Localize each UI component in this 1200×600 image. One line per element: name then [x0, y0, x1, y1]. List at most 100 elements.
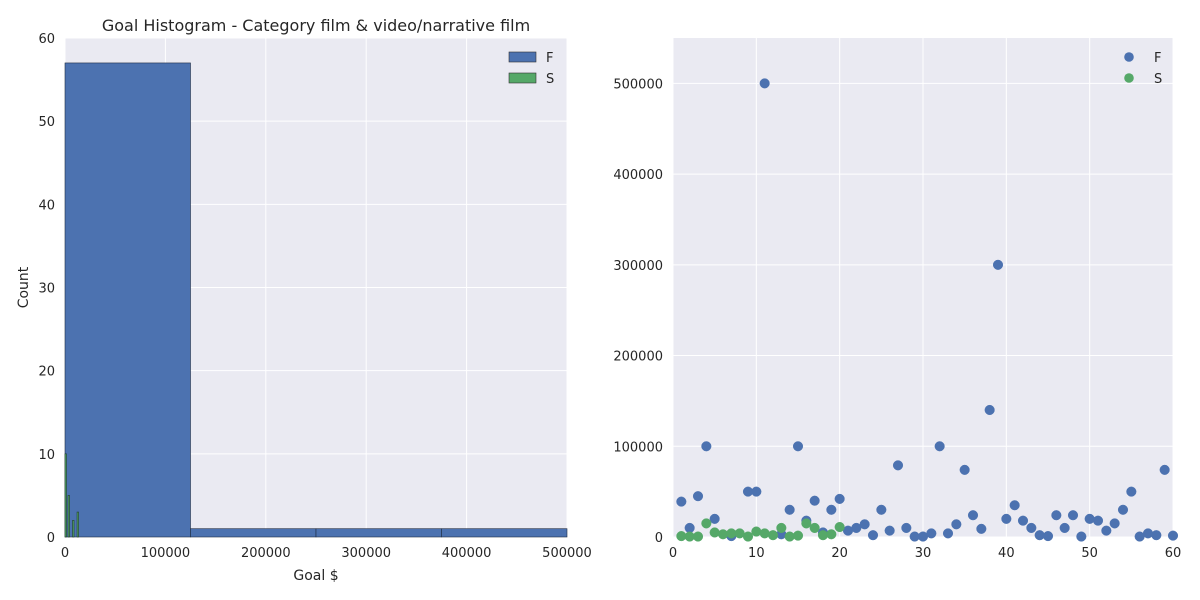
scatter-point-s	[817, 530, 829, 541]
scatter-point-s	[759, 528, 770, 539]
scatter-x-tick-label: 50	[1081, 546, 1098, 561]
scatter-point-f	[892, 460, 904, 471]
scatter-y-tick-label: 200000	[613, 350, 663, 365]
histogram-x-ticks: 0 100000 200000 300000 400000 500000	[61, 546, 592, 561]
scatter-point-f	[701, 441, 712, 452]
scatter-point-f	[1009, 500, 1020, 511]
scatter-point-f	[826, 504, 837, 515]
scatter-point-f	[859, 519, 870, 530]
scatter-points	[676, 78, 1179, 542]
scatter-point-s	[717, 529, 729, 540]
scatter-point-f	[751, 486, 762, 497]
scatter-x-tick-label: 30	[915, 546, 932, 561]
scatter-point-f	[759, 78, 770, 89]
scatter-point-f	[709, 513, 720, 524]
histogram-x-tick-label: 300000	[341, 546, 391, 561]
histogram-bars	[64, 62, 568, 538]
scatter-point-f	[976, 523, 987, 534]
scatter-point-f	[809, 495, 820, 506]
scatter-point-f	[1084, 513, 1095, 524]
histogram-title: Goal Histogram - Category film & video/n…	[102, 16, 530, 35]
scatter-point-s	[809, 522, 820, 533]
histogram-bar-s	[67, 495, 70, 538]
scatter-point-f	[901, 522, 912, 533]
scatter-point-f	[676, 496, 687, 507]
scatter-x-tick-label: 60	[1165, 546, 1182, 561]
scatter-point-f	[884, 525, 895, 536]
scatter-point-f	[692, 491, 704, 502]
scatter-point-f	[1126, 486, 1137, 497]
scatter-point-s	[801, 518, 812, 529]
scatter-point-f	[1101, 525, 1112, 536]
scatter-x-ticks: 0 10 20 30 40 50 60	[669, 546, 1181, 561]
scatter-point-f	[1076, 531, 1087, 542]
scatter-point-f	[934, 441, 945, 452]
histogram-y-tick-label: 60	[38, 32, 55, 47]
histogram-y-tick-label: 50	[38, 115, 55, 130]
scatter-point-f	[876, 504, 887, 515]
scatter-point-f	[792, 441, 804, 452]
histogram-legend-label: S	[546, 72, 554, 87]
scatter-point-f	[1051, 510, 1062, 521]
scatter-point-s	[792, 530, 804, 541]
scatter-point-f	[942, 528, 954, 539]
scatter-point-f	[1092, 515, 1104, 526]
histogram-bar-s	[64, 453, 67, 538]
scatter-point-s	[826, 529, 837, 540]
scatter-point-f	[867, 530, 879, 541]
histogram-x-tick-label: 500000	[542, 546, 592, 561]
scatter-point-f	[959, 464, 970, 475]
histogram-y-tick-label: 0	[47, 531, 55, 546]
histogram-x-tick-label: 0	[61, 546, 69, 561]
scatter-legend: FS	[1124, 51, 1162, 87]
histogram-legend-swatch	[508, 72, 537, 84]
histogram-y-tick-label: 10	[38, 448, 55, 463]
scatter-point-f	[1159, 464, 1170, 475]
scatter-point-f	[1142, 528, 1154, 539]
scatter-point-s	[709, 527, 720, 538]
scatter-point-s	[834, 521, 845, 533]
scatter-x-tick-label: 0	[669, 546, 677, 561]
scatter-point-f	[784, 504, 795, 515]
scatter-y-tick-label: 100000	[613, 440, 663, 455]
histogram-bar-s	[72, 520, 75, 538]
histogram-x-axis-label: Goal $	[293, 568, 338, 584]
scatter-point-f	[992, 259, 1004, 270]
scatter-x-tick-label: 10	[748, 546, 765, 561]
histogram-legend-swatch	[508, 51, 537, 63]
scatter-point-f	[951, 519, 962, 530]
scatter-grid	[672, 38, 1174, 538]
scatter-legend-marker	[1124, 52, 1134, 62]
histogram-y-tick-label: 40	[38, 198, 55, 213]
scatter-point-f	[1117, 504, 1129, 515]
scatter-point-f	[851, 522, 862, 533]
scatter-y-tick-label: 400000	[613, 168, 663, 183]
scatter-panel: 0 10 20 30 40 50 60 0 100000 200000 300000 400000 5…	[613, 38, 1181, 561]
histogram-bar-s	[76, 511, 79, 538]
histogram-y-tick-label: 20	[38, 365, 55, 380]
scatter-point-f	[684, 522, 695, 533]
histogram-bar-f	[64, 62, 191, 538]
scatter-point-f	[1167, 530, 1179, 541]
scatter-point-s	[701, 518, 712, 529]
scatter-point-s	[692, 531, 704, 542]
scatter-point-f	[834, 493, 845, 504]
scatter-point-s	[742, 531, 754, 542]
scatter-point-f	[1017, 515, 1029, 526]
scatter-point-f	[1042, 531, 1054, 542]
histogram-y-ticks: 0 10 20 30 40 50 60	[38, 32, 55, 546]
scatter-y-ticks: 0 100000 200000 300000 400000 500000	[613, 77, 663, 546]
scatter-point-s	[751, 526, 762, 537]
scatter-point-f	[1109, 518, 1120, 529]
histogram-bar-f	[190, 528, 317, 538]
scatter-legend-label: S	[1154, 72, 1162, 87]
scatter-y-tick-label: 300000	[613, 259, 663, 274]
histogram-x-tick-label: 400000	[442, 546, 492, 561]
histogram-x-tick-label: 100000	[141, 546, 191, 561]
histogram-bar-f	[441, 528, 568, 538]
scatter-point-f	[1034, 530, 1045, 541]
scatter-point-f	[967, 510, 979, 521]
histogram-y-tick-label: 30	[38, 282, 55, 297]
scatter-x-tick-label: 40	[998, 546, 1015, 561]
